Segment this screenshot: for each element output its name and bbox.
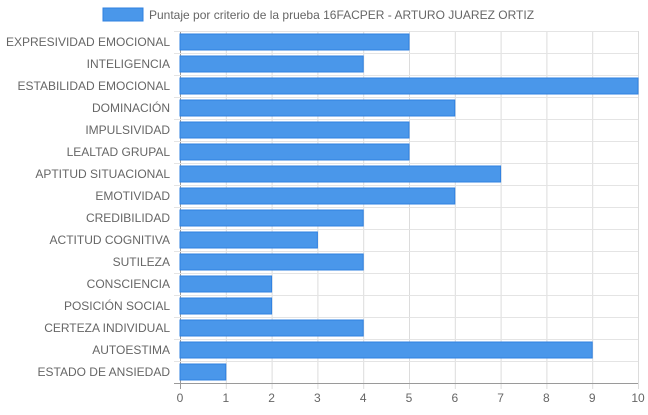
bar[interactable] [179,341,593,359]
category-label: EMOTIVIDAD [95,189,170,203]
category-label: DOMINACIÓN [92,100,170,115]
legend[interactable]: Puntaje por criterio de la prueba 16FACP… [102,7,534,22]
bar[interactable] [179,231,318,249]
category-label: APTITUD SITUACIONAL [35,167,170,181]
bar[interactable] [179,33,410,51]
x-tick-label: 3 [314,391,321,405]
x-tick-label: 8 [543,391,550,405]
bars [179,33,639,381]
x-tick-label: 0 [177,391,184,405]
category-label: SUTILEZA [113,255,170,269]
bar[interactable] [179,187,456,205]
x-tick-label: 7 [497,391,504,405]
category-label: LEALTAD GRUPAL [67,145,171,159]
category-label: CERTEZA INDIVIDUAL [44,321,170,335]
bar[interactable] [179,77,639,95]
x-tick-label: 9 [589,391,596,405]
x-tick-label: 6 [451,391,458,405]
category-label: ESTABILIDAD EMOCIONAL [18,79,171,93]
category-label: IMPULSIVIDAD [85,123,170,137]
bar[interactable] [179,55,364,73]
bar[interactable] [179,319,364,337]
category-label: POSICIÓN SOCIAL [64,298,170,313]
x-tick-label: 4 [360,391,367,405]
x-tick-label: 10 [631,391,645,405]
category-label: CREDIBILIDAD [86,211,170,225]
bar[interactable] [179,143,410,161]
x-tick-label: 2 [268,391,275,405]
category-labels: EXPRESIVIDAD EMOCIONAL INTELIGENCIA ESTABI… [6,35,170,379]
legend-label[interactable]: Puntaje por criterio de la prueba 16FACP… [149,8,534,22]
category-label: AUTOESTIMA [92,343,170,357]
category-label: INTELIGENCIA [87,57,170,71]
bar[interactable] [179,363,227,381]
bar[interactable] [179,209,364,227]
category-label: EXPRESIVIDAD EMOCIONAL [6,35,170,49]
bar[interactable] [179,253,364,271]
x-axis-ticks: 0 1 2 3 4 5 6 7 8 9 10 [177,391,645,405]
bar[interactable] [179,99,456,117]
x-tick-label: 5 [406,391,413,405]
legend-swatch[interactable] [102,7,144,22]
bar[interactable] [179,297,273,315]
bar[interactable] [179,275,273,293]
category-label: ACTITUD COGNITIVA [50,233,170,247]
bar[interactable] [179,165,502,183]
bar[interactable] [179,121,410,139]
category-label: ESTADO DE ANSIEDAD [38,365,171,379]
category-label: CONSCIENCIA [87,277,170,291]
x-tick-label: 1 [222,391,229,405]
